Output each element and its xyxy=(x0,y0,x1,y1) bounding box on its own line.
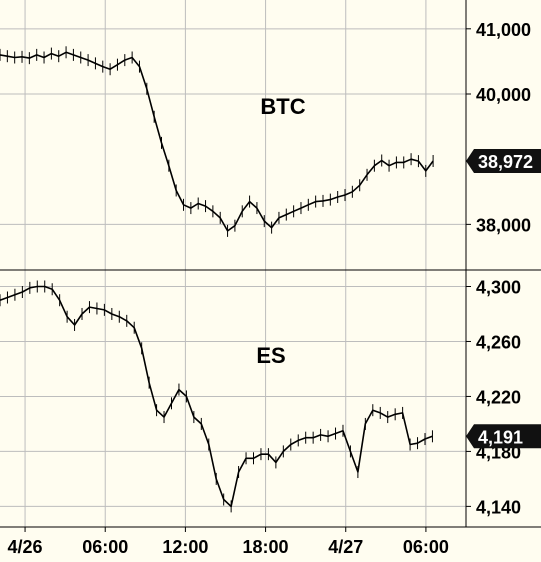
btc-price-line xyxy=(0,51,434,232)
grid-layer xyxy=(0,0,466,527)
x-tick-label: 4/27 xyxy=(328,537,363,557)
series-layer xyxy=(0,46,434,513)
x-tick-label: 06:00 xyxy=(82,537,128,557)
btc-panel-title: BTC xyxy=(260,94,305,119)
btc-y-tick-label: 38,000 xyxy=(476,215,531,235)
x-tick-label: 12:00 xyxy=(162,537,208,557)
x-tick-label: 4/26 xyxy=(8,537,43,557)
btc-last-value-tag xyxy=(466,149,541,174)
btc-last-value-label: 38,972 xyxy=(478,152,533,172)
btc-y-tick-label: 40,000 xyxy=(476,85,531,105)
x-tick-label: 18:00 xyxy=(243,537,289,557)
btc-y-tick-label: 41,000 xyxy=(476,20,531,40)
es-y-tick-label: 4,220 xyxy=(476,387,521,407)
es-panel-title: ES xyxy=(256,343,285,368)
es-last-value-label: 4,191 xyxy=(478,427,523,447)
x-tick-label: 06:00 xyxy=(403,537,449,557)
es-last-value-tag xyxy=(466,424,541,449)
es-y-tick-label: 4,260 xyxy=(476,332,521,352)
es-y-tick-label: 4,300 xyxy=(476,277,521,297)
es-y-tick-label: 4,140 xyxy=(476,497,521,517)
